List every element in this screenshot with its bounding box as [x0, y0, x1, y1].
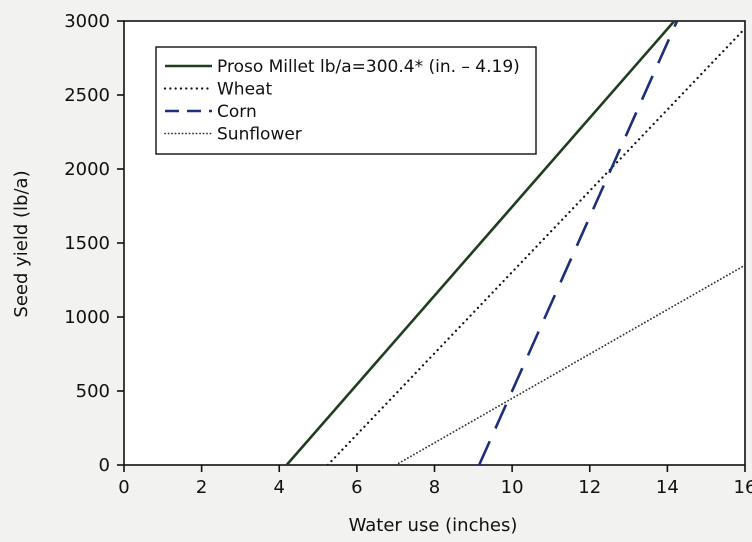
y-tick-label: 500 [76, 381, 110, 402]
legend: Proso Millet lb/a=300.4* (in. – 4.19) Whe… [155, 46, 537, 155]
legend-box [155, 46, 537, 155]
y-axis-title: Seed yield (lb/a) [11, 170, 32, 317]
legend-label: Corn [217, 102, 257, 122]
x-tick-label: 10 [501, 477, 524, 498]
series-line-sunflower [394, 264, 745, 465]
y-tick-label: 2500 [64, 85, 110, 106]
y-tick-label: 1000 [64, 307, 110, 328]
legend-label: Sunflower [217, 125, 302, 145]
x-tick-label: 6 [351, 477, 362, 498]
legend-label: Wheat [217, 80, 272, 100]
series-line-wheat [326, 27, 745, 465]
x-tick-label: 16 [734, 477, 752, 498]
series-line-corn [477, 21, 679, 465]
x-tick-label: 14 [656, 477, 679, 498]
series-line-proso [285, 21, 676, 465]
x-tick-label: 12 [578, 477, 601, 498]
x-axis-title: Water use (inches) [349, 515, 518, 536]
x-tick-label: 0 [118, 477, 129, 498]
legend-label: Proso Millet lb/a=300.4* (in. – 4.19) [217, 57, 520, 77]
y-tick-label: 1500 [64, 233, 110, 254]
y-tick-label: 3000 [64, 11, 110, 32]
series-layer [285, 21, 745, 465]
x-tick-label: 8 [429, 477, 440, 498]
axes: 0 2 4 6 8 10 12 14 16 0 500 1000 1500 2000 2500 3000 [64, 11, 752, 498]
x-tick-label: 2 [196, 477, 207, 498]
y-tick-label: 2000 [64, 159, 110, 180]
y-tick-label: 0 [99, 455, 110, 476]
x-tick-label: 4 [274, 477, 285, 498]
